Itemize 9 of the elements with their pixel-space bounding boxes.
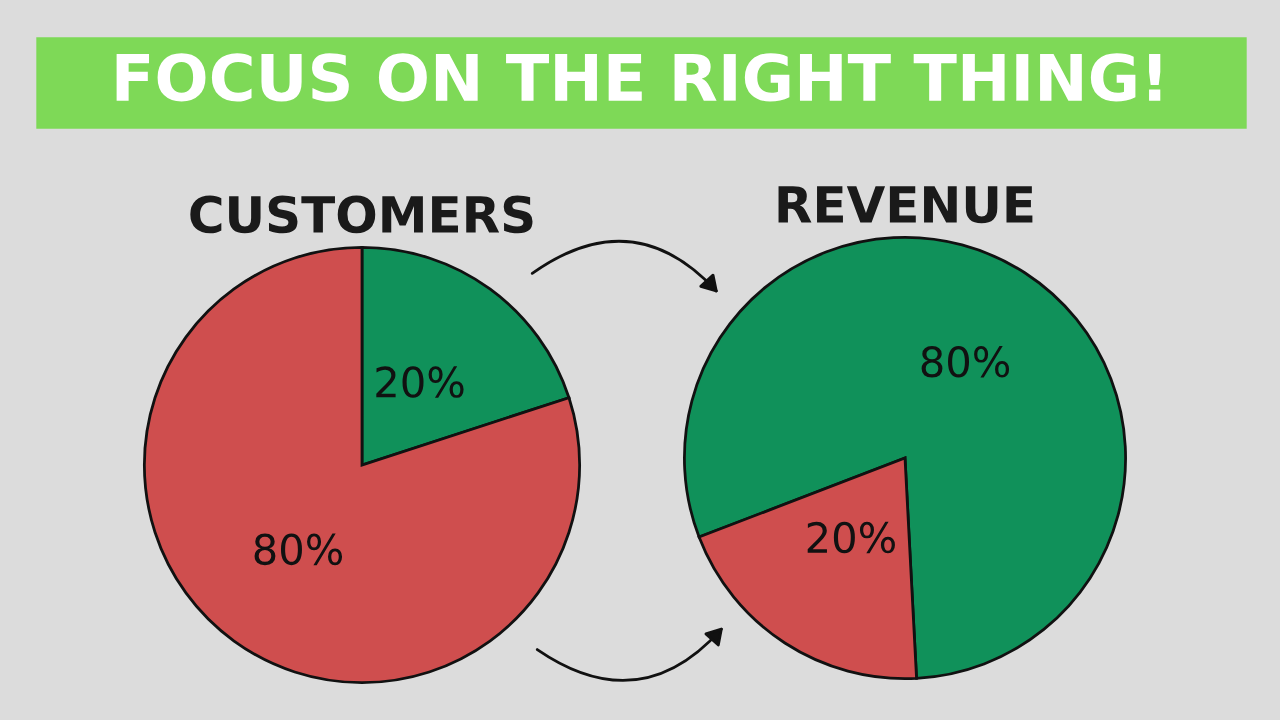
data-label: 80% bbox=[921, 346, 1010, 378]
text: FOCUS ON THE RIGHT THING! bbox=[116, 53, 1161, 102]
data-label: 20% bbox=[376, 366, 464, 398]
data-label: 80% bbox=[254, 533, 343, 566]
chart-title: REVENUE bbox=[778, 186, 1033, 224]
chart-title: CUSTOMERS bbox=[190, 195, 533, 234]
pie-slice bbox=[683, 236, 1127, 680]
data-label: 20% bbox=[807, 521, 895, 554]
pie-slice bbox=[142, 245, 582, 685]
